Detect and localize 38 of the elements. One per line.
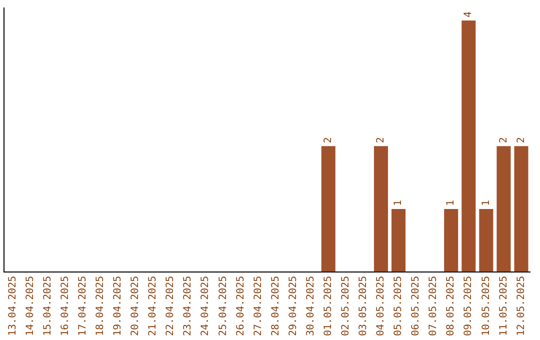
data-label: 2 xyxy=(498,137,510,144)
x-tick-label: 27.04.2025 xyxy=(252,276,264,336)
x-tick-label: 05.05.2025 xyxy=(393,276,404,336)
x-tick-label: 16.04.2025 xyxy=(60,276,71,336)
data-label: 1 xyxy=(446,200,457,206)
data-label: 1 xyxy=(393,200,404,206)
x-tick-label: 24.04.2025 xyxy=(200,276,212,336)
x-tick-label: 01.05.2025 xyxy=(322,276,334,336)
x-tick-label: 12.05.2025 xyxy=(516,276,527,336)
x-tick-label: 02.05.2025 xyxy=(340,276,352,336)
x-tick-label: 08.05.2025 xyxy=(446,276,457,336)
x-tick-label: 11.05.2025 xyxy=(498,276,510,336)
x-tick-label: 03.05.2025 xyxy=(358,276,370,336)
x-tick-label: 22.04.2025 xyxy=(165,276,176,336)
data-label: 2 xyxy=(322,137,334,144)
x-tick-label: 13.04.2025 xyxy=(7,276,18,336)
x-tick-label: 17.04.2025 xyxy=(77,276,88,336)
x-tick-label: 20.04.2025 xyxy=(130,276,142,336)
x-tick-label: 28.04.2025 xyxy=(270,276,282,336)
x-tick-label: 10.05.2025 xyxy=(480,276,492,336)
data-label: 2 xyxy=(516,137,527,144)
x-tick-label: 25.04.2025 xyxy=(218,276,229,336)
x-tick-label: 23.04.2025 xyxy=(182,276,194,336)
data-label: 4 xyxy=(463,12,474,18)
x-tick-label: 09.05.2025 xyxy=(463,276,474,336)
x-tick-label: 04.05.2025 xyxy=(376,276,387,336)
x-tick-label: 21.04.2025 xyxy=(148,276,159,336)
x-tick-label: 29.04.2025 xyxy=(288,276,299,336)
x-tick-label: 14.04.2025 xyxy=(24,276,36,336)
data-label: 2 xyxy=(376,137,387,144)
x-tick-label: 07.05.2025 xyxy=(428,276,440,336)
x-tick-label: 19.04.2025 xyxy=(112,276,124,336)
x-tick-label: 15.04.2025 xyxy=(42,276,54,336)
x-tick-label: 26.04.2025 xyxy=(235,276,246,336)
x-tick-label: 30.04.2025 xyxy=(305,276,316,336)
x-tick-label: 06.05.2025 xyxy=(410,276,422,336)
data-label: 1 xyxy=(480,200,492,206)
x-tick-label: 18.04.2025 xyxy=(95,276,106,336)
